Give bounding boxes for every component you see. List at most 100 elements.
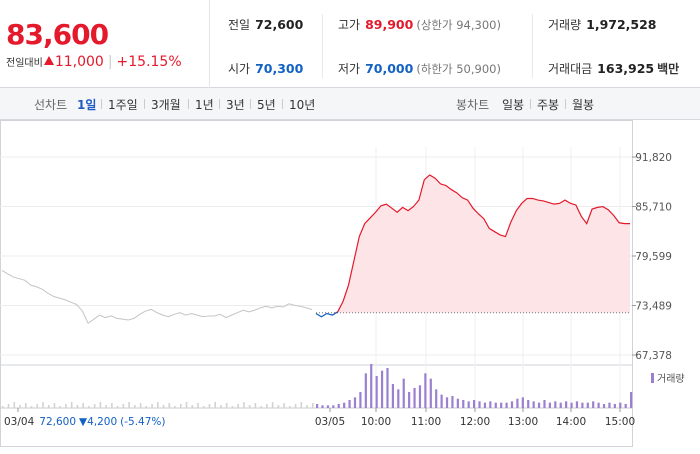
volume-bar	[337, 404, 340, 408]
prev-volume-bar	[13, 402, 16, 408]
y-tick-label: 79,599	[635, 251, 672, 263]
prev-volume-bar	[59, 406, 62, 408]
stat-prev-close: 전일 72,600	[228, 16, 303, 33]
prev-volume-bar	[151, 404, 153, 408]
prev-volume-bar	[202, 406, 205, 408]
volume-bar	[435, 389, 438, 408]
prev-volume-bar	[220, 405, 222, 408]
price-change: 전일대비 11,000 | +15.15%	[6, 54, 182, 70]
prev-volume-bar	[197, 403, 199, 408]
volume-bar	[559, 402, 562, 408]
period-tab-3m[interactable]: 3개월	[151, 98, 181, 112]
x-tick-label: 15:00	[605, 416, 635, 428]
volume-legend-label: 거래량	[657, 373, 685, 385]
volume-bar	[391, 384, 394, 408]
stat-open: 시가 70,300	[228, 60, 303, 77]
period-tab-1y[interactable]: 1년	[195, 98, 214, 112]
volume-bar	[418, 385, 422, 408]
volume-bar	[575, 401, 579, 408]
period-divider	[250, 99, 251, 109]
prev-volume-bar	[208, 404, 211, 408]
x-axis-labels: 03/05 10:00 11:00 12:00 13:00 14:00 15:00	[315, 416, 635, 428]
prev-volume-bar	[162, 405, 165, 408]
prev-volume-bar	[116, 406, 119, 408]
trade-value-label: 거래대금	[548, 62, 593, 76]
prev-volume-bar	[271, 402, 274, 408]
prev-close-label: 전일	[228, 18, 251, 32]
period-tab-10y[interactable]: 10년	[289, 98, 316, 112]
volume-bar	[565, 401, 568, 408]
prev-day-price: 72,600	[39, 416, 76, 428]
volume-bar	[478, 401, 481, 408]
prev-volume-bar	[283, 403, 285, 408]
volume-bar	[624, 404, 627, 408]
prev-volume-bar	[70, 402, 73, 408]
x-tick-label: 03/05	[315, 416, 345, 428]
prev-volume-bar	[248, 405, 251, 408]
x-tick-label: 10:00	[361, 416, 391, 428]
prev-volume-bar	[47, 405, 50, 408]
volume-bar	[581, 402, 584, 408]
volume-bar	[451, 396, 454, 408]
period-tab-5y[interactable]: 5년	[257, 98, 276, 112]
candle-tab-monthly[interactable]: 월봉	[572, 98, 595, 112]
high-value: 89,900	[365, 17, 414, 32]
change-divider: |	[107, 54, 113, 70]
prev-volume-bar	[225, 403, 228, 408]
volume-bar	[440, 394, 443, 408]
prev-volume-bar	[2, 406, 4, 408]
prev-close-value: 72,600	[255, 17, 304, 32]
chart-frame	[0, 120, 633, 447]
stat-divider	[532, 14, 533, 78]
change-percent: +15.15%	[116, 54, 182, 70]
prev-day-pct: (-5.47%)	[120, 416, 165, 428]
volume-legend-swatch	[651, 373, 654, 383]
period-tab-1w[interactable]: 1주일	[108, 98, 138, 112]
volume-bar	[321, 405, 324, 408]
prev-day-note: 03/04 72,600 ▼4,200 (-5.47%)	[4, 416, 166, 428]
prev-volume-bar	[266, 404, 268, 408]
stat-low: 저가 70,000 (하한가 50,900)	[338, 60, 501, 77]
prev-volume-bar	[7, 404, 10, 408]
volume-bar	[332, 405, 335, 408]
volume-bar	[348, 400, 351, 408]
volume-bar	[424, 373, 427, 408]
volume-bar	[380, 370, 384, 408]
volume-bar	[548, 402, 551, 408]
prev-volume-bar	[65, 404, 67, 408]
volume-bar	[473, 400, 476, 408]
candle-tab-weekly[interactable]: 주봉	[537, 98, 560, 112]
volume-bar	[543, 400, 546, 408]
period-tab-3y[interactable]: 3년	[226, 98, 245, 112]
stat-high: 고가 89,900 (상한가 94,300)	[338, 16, 501, 33]
period-tab-1d[interactable]: 1일	[77, 98, 97, 112]
volume-bar	[619, 402, 622, 408]
prev-volume-bar	[289, 406, 291, 408]
volume-bar	[630, 392, 633, 408]
prev-volume-bar	[231, 406, 234, 408]
chart-period-bar: 선차트 1일 1주일 3개월 1년 3년 5년 10년 봉차트 일봉 주봉 월봉	[0, 88, 700, 120]
prev-volume-bar	[185, 402, 188, 408]
volume-bar	[489, 401, 492, 408]
y-tick-label: 73,489	[635, 301, 672, 313]
down-triangle-icon: ▼	[79, 416, 88, 428]
volume-bar	[353, 397, 357, 408]
x-tick-label: 12:00	[460, 416, 490, 428]
today-area-fill	[332, 174, 630, 313]
prev-volume-bar	[82, 403, 84, 408]
volume-bar	[516, 398, 519, 408]
volume-bar	[456, 398, 459, 408]
open-label: 시가	[228, 62, 251, 76]
price-chart-svg: 91,820 85,710 79,599 73,489 67,378 03/05 10:0…	[0, 120, 685, 447]
prev-volume-bar	[243, 402, 245, 408]
trade-value: 163,925	[597, 61, 655, 76]
x-tick-label: 13:00	[508, 416, 538, 428]
volume-bar	[429, 378, 432, 408]
volume-bar	[527, 400, 530, 408]
period-divider	[565, 99, 566, 109]
prev-volume-bar	[174, 406, 176, 408]
candle-tab-daily[interactable]: 일봉	[502, 98, 525, 112]
prev-volume-bar	[105, 405, 107, 408]
period-divider	[188, 99, 189, 109]
volume-bars	[2, 364, 633, 408]
